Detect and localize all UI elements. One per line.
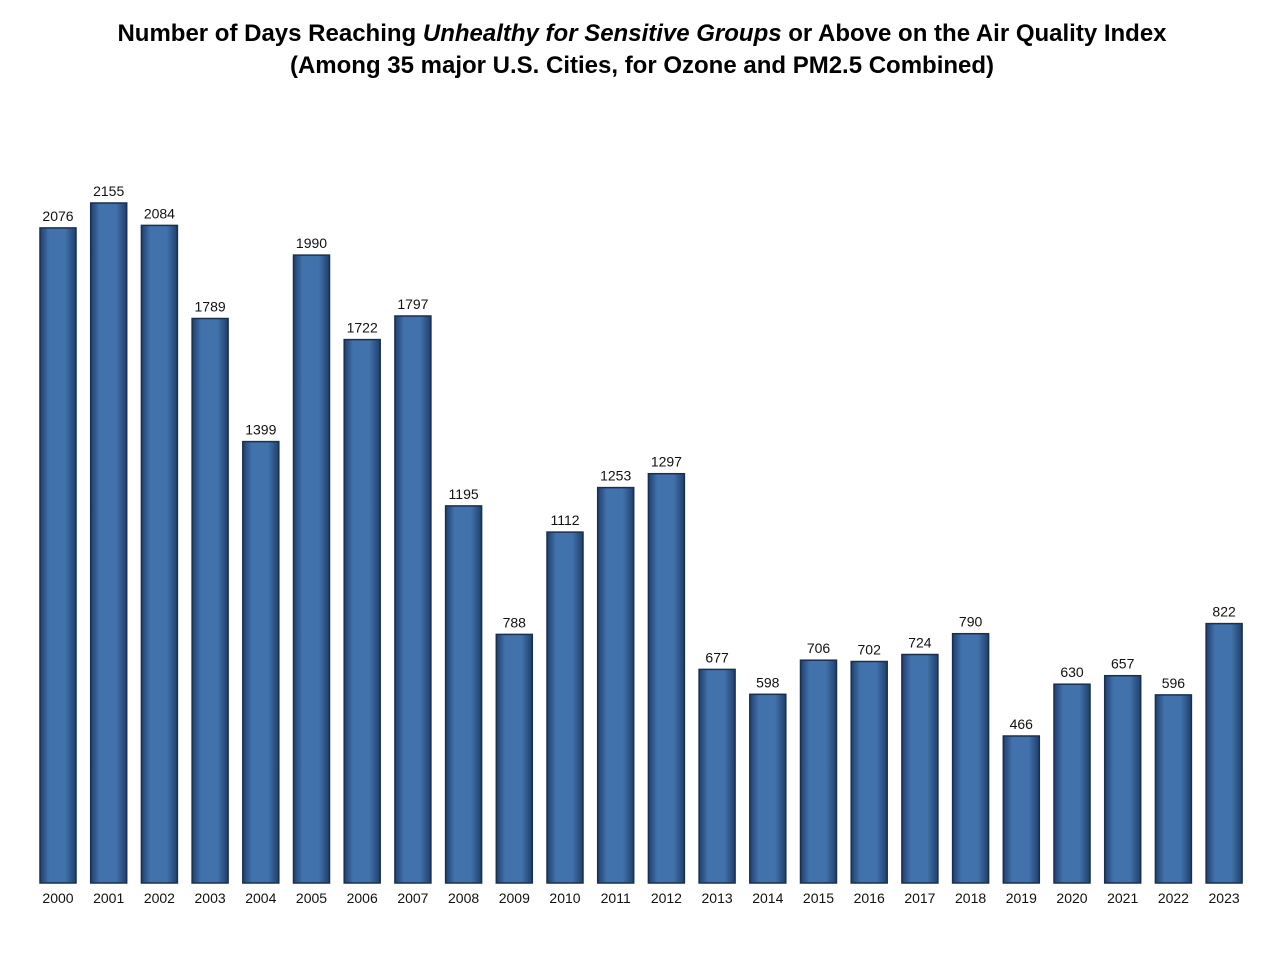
chart-title-prefix: Number of Days Reaching	[117, 20, 423, 47]
bar-2017	[901, 653, 939, 884]
bar-2004	[242, 440, 280, 884]
value-label-2012: 1297	[651, 454, 682, 470]
bar-2018	[951, 632, 990, 884]
chart-title-suffix: or Above on the Air Quality Index	[781, 20, 1167, 47]
bar-2003	[191, 317, 229, 884]
x-tick-label-2023: 2023	[1209, 890, 1240, 906]
chart-title-italic-term: Unhealthy for Sensitive Groups	[422, 20, 782, 47]
bars-layer	[39, 202, 1243, 884]
bar-2015	[799, 659, 838, 884]
value-label-2017: 724	[908, 635, 932, 651]
x-tick-label-2014: 2014	[752, 890, 783, 906]
value-label-2002: 2084	[144, 205, 175, 221]
value-label-2018: 790	[959, 614, 983, 630]
x-tick-label-2003: 2003	[195, 890, 226, 906]
value-label-2007: 1797	[397, 296, 428, 312]
bar-2019	[1002, 735, 1041, 884]
x-tick-label-2001: 2001	[93, 890, 124, 906]
bar-2005	[292, 254, 331, 884]
x-tick-label-2002: 2002	[144, 890, 175, 906]
value-label-2008: 1195	[449, 486, 479, 502]
x-tick-label-2008: 2008	[448, 890, 479, 906]
value-label-2015: 706	[807, 640, 831, 656]
bar-2010	[546, 531, 584, 884]
value-label-2006: 1722	[347, 320, 378, 336]
x-tick-label-2016: 2016	[854, 890, 885, 906]
chart-subtitle: (Among 35 major U.S. Cities, for Ozone a…	[289, 52, 995, 79]
chart-title: Number of Days Reaching Unhealthy for Se…	[0, 18, 1280, 82]
value-labels-layer: 2076 2155 2084 1789 1399 1990 1722 1797 1195 788 1…	[42, 183, 1236, 732]
bar-2013	[698, 668, 736, 884]
bar-2009	[495, 633, 534, 884]
x-tick-label-2021: 2021	[1107, 890, 1138, 906]
x-tick-label-2020: 2020	[1056, 890, 1087, 906]
value-label-2004: 1399	[245, 422, 276, 438]
value-label-2022: 596	[1162, 675, 1186, 691]
x-tick-label-2012: 2012	[651, 890, 682, 906]
bar-2014	[749, 693, 787, 884]
x-tick-label-2011: 2011	[601, 890, 631, 906]
x-tick-label-2013: 2013	[702, 890, 733, 906]
x-tick-label-2018: 2018	[955, 890, 986, 906]
value-label-2016: 702	[858, 642, 882, 658]
value-label-2000: 2076	[42, 208, 73, 224]
bar-2021	[1103, 674, 1142, 884]
x-tick-label-2005: 2005	[296, 890, 327, 906]
bar-2001	[89, 202, 128, 884]
value-label-2011: 1253	[600, 468, 631, 484]
bar-2006	[343, 338, 381, 884]
bar-2000	[39, 227, 77, 884]
x-tick-label-2006: 2006	[347, 890, 378, 906]
value-label-2010: 1112	[550, 512, 579, 528]
value-label-2009: 788	[503, 614, 527, 630]
bar-2007	[394, 315, 432, 884]
bar-2022	[1154, 694, 1193, 884]
value-label-2005: 1990	[296, 235, 327, 251]
x-tick-label-2007: 2007	[397, 890, 428, 906]
x-tick-label-2009: 2009	[499, 890, 530, 906]
bar-2023	[1205, 622, 1243, 884]
chart-title-line1: Number of Days Reaching Unhealthy for Se…	[0, 18, 1280, 50]
bar-2008	[444, 505, 483, 884]
bar-2012	[647, 472, 686, 884]
x-tick-label-2004: 2004	[245, 890, 276, 906]
value-label-2014: 598	[756, 674, 780, 690]
value-label-2001: 2155	[93, 183, 124, 199]
value-label-2023: 822	[1212, 604, 1236, 620]
x-tick-labels-layer: 2000 2001 2002 2003 2004 2005 2006 2007 2008 2009…	[42, 890, 1239, 906]
x-tick-label-2000: 2000	[42, 890, 73, 906]
value-label-2003: 1789	[195, 299, 226, 315]
bar-2011	[596, 486, 635, 884]
bar-2002	[140, 224, 179, 884]
x-tick-label-2017: 2017	[904, 890, 935, 906]
value-label-2019: 466	[1010, 716, 1034, 732]
value-label-2013: 677	[705, 649, 729, 665]
x-tick-label-2015: 2015	[803, 890, 834, 906]
value-label-2021: 657	[1111, 656, 1135, 672]
value-label-2020: 630	[1060, 664, 1084, 680]
x-tick-label-2010: 2010	[549, 890, 580, 906]
x-tick-label-2022: 2022	[1158, 890, 1189, 906]
bar-2020	[1053, 683, 1091, 884]
bar-2016	[850, 660, 888, 884]
x-tick-label-2019: 2019	[1006, 890, 1037, 906]
